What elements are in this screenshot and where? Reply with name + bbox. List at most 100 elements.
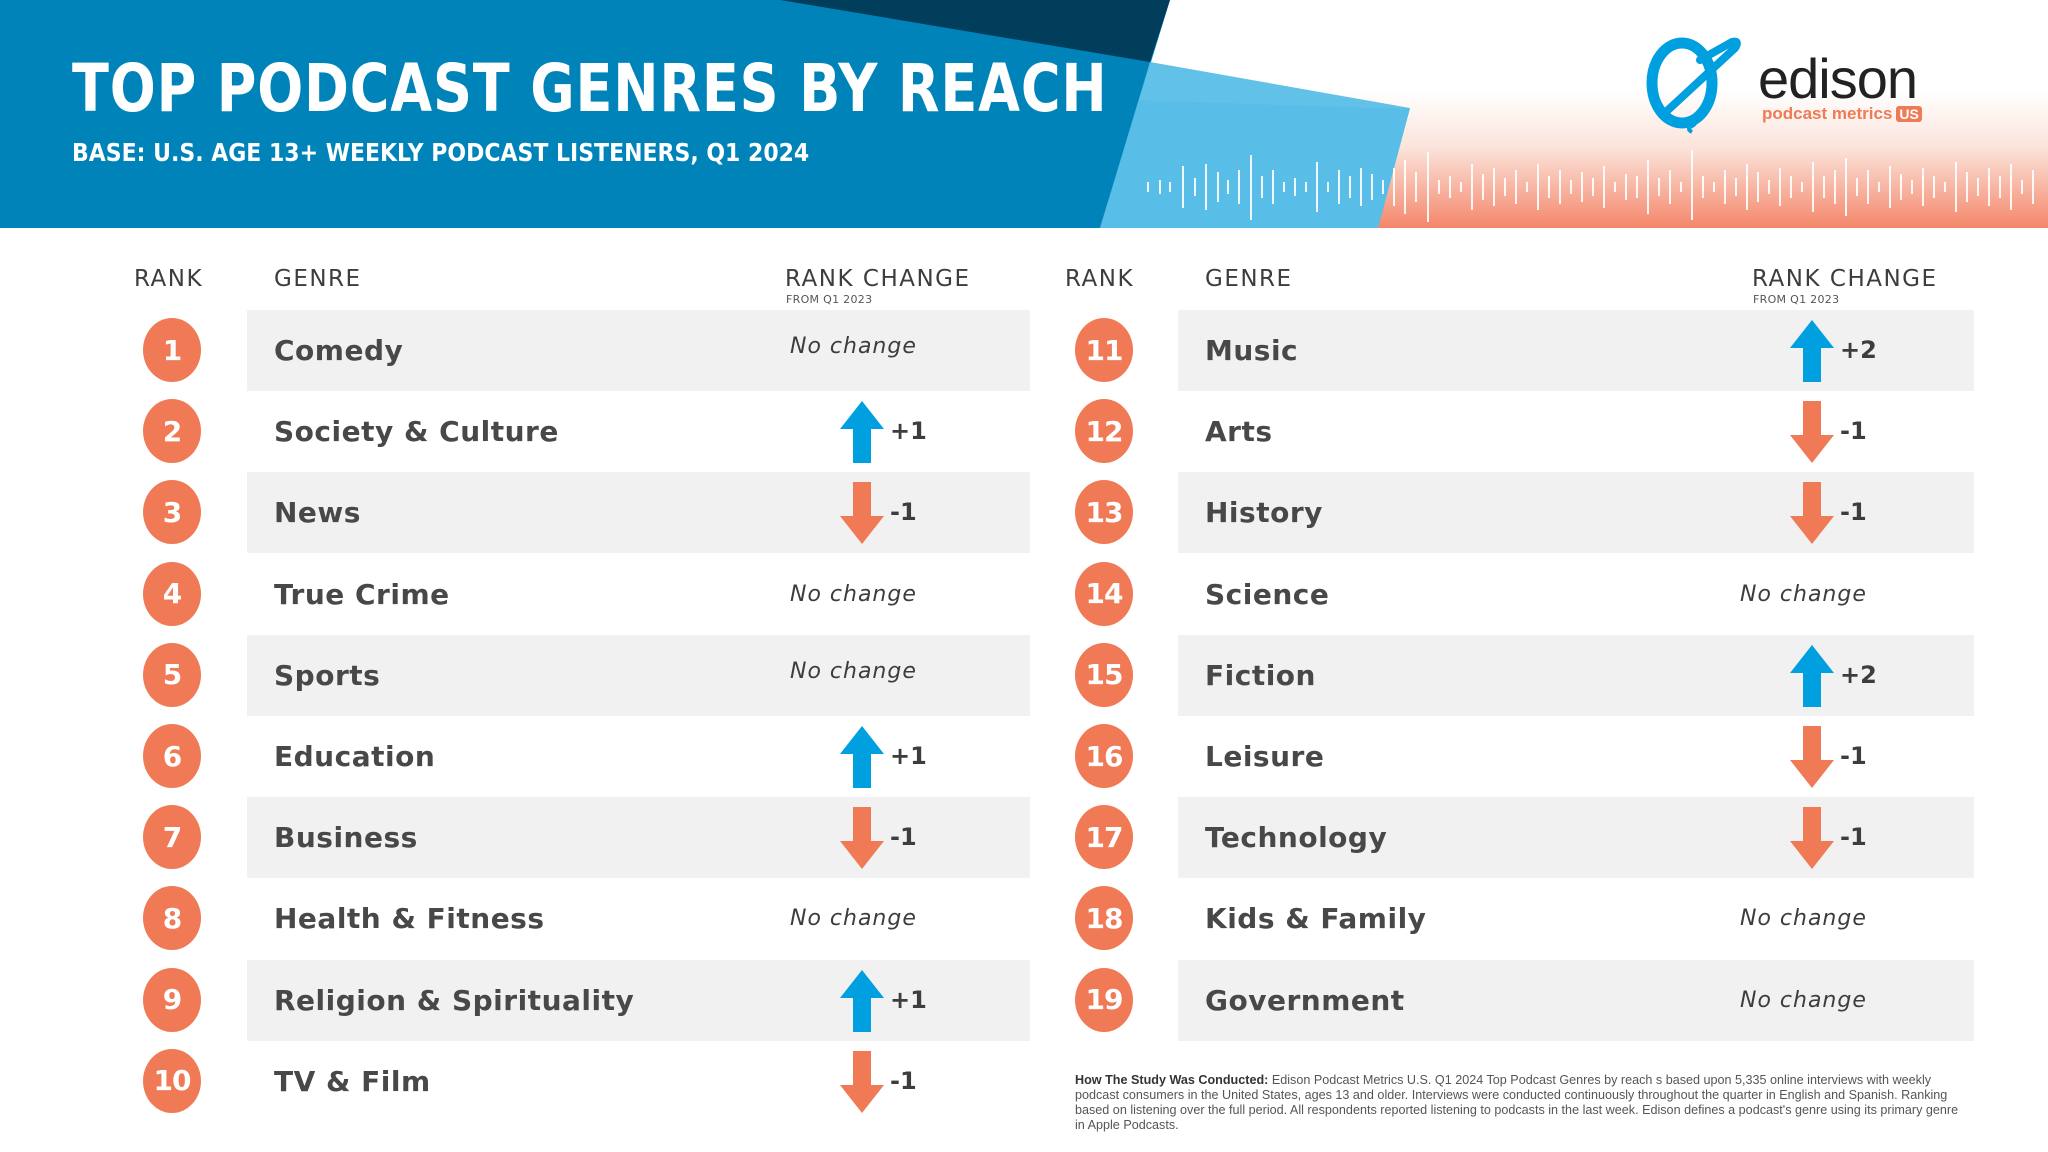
arrow-down-icon — [1790, 482, 1834, 545]
genre-name: Society & Culture — [274, 415, 559, 449]
rank-badge: 3 — [143, 480, 201, 545]
genre-name: Technology — [1205, 821, 1388, 855]
rank-change-value: +2 — [1840, 336, 1877, 364]
logo-badge: US — [1896, 106, 1922, 122]
arrow-up-icon — [840, 401, 884, 464]
rank-badge: 17 — [1075, 805, 1133, 870]
row-band — [1178, 310, 1974, 391]
rank-badge: 4 — [143, 561, 201, 626]
genre-name: Kids & Family — [1205, 902, 1427, 936]
genre-name: Fiction — [1205, 658, 1316, 692]
genre-name: Leisure — [1205, 740, 1325, 773]
logo-wordmark: edison — [1758, 47, 1918, 110]
header-shapes — [0, 0, 2034, 228]
rank-badge: 6 — [143, 724, 201, 788]
row-band — [247, 797, 1030, 879]
row-band — [1178, 959, 1974, 1041]
row-band — [1178, 797, 1974, 879]
genre-name: Health & Fitness — [274, 902, 545, 936]
table-row: 2 Society & Culture +1 — [0, 391, 2048, 472]
rank-badge: 10 — [143, 1048, 201, 1113]
rank-change-value: -1 — [890, 1066, 917, 1095]
row-band — [247, 634, 1030, 716]
right-rank-change-subheader: FROM Q1 2023 — [1753, 293, 1840, 306]
right-genre-header: GENRE — [1205, 266, 1293, 292]
table-row: 16 Leisure -1 — [0, 716, 2048, 797]
table-row: 17 Technology -1 — [0, 797, 2048, 879]
genre-name: Music — [1205, 334, 1299, 367]
genre-name: Arts — [1205, 415, 1273, 449]
arrow-up-icon — [1790, 320, 1834, 382]
row-band — [1178, 472, 1974, 554]
arrow-down-icon — [1790, 401, 1834, 464]
rank-badge: 13 — [1075, 480, 1133, 545]
table-row: 9 Religion & Spirituality +1 — [0, 959, 2048, 1041]
page-subtitle: BASE: U.S. AGE 13+ WEEKLY PODCAST LISTEN… — [72, 138, 810, 167]
genre-name: True Crime — [274, 577, 450, 611]
rank-badge: 15 — [1075, 642, 1133, 707]
methodology-footnote: How The Study Was Conducted: Edison Podc… — [1075, 1073, 1959, 1132]
table-row: 3 News -1 — [0, 472, 2048, 554]
left-rank-change-header: RANK CHANGE — [785, 266, 971, 292]
rank-badge: 14 — [1075, 561, 1133, 626]
genre-name: Sports — [274, 658, 381, 692]
row-band — [247, 310, 1030, 391]
arrow-up-icon — [840, 969, 884, 1032]
arrow-up-icon — [1790, 644, 1834, 707]
rank-change-none: No change — [790, 334, 917, 359]
arrow-down-icon — [1790, 726, 1834, 788]
table-row: 1 Comedy No change — [0, 310, 2048, 391]
rank-change-value: -1 — [890, 823, 917, 852]
table-row: 6 Education +1 — [0, 716, 2048, 797]
table-row: 18 Kids & Family No change — [0, 878, 2048, 959]
rank-change-value: +1 — [890, 985, 927, 1014]
rank-change-value: -1 — [1840, 417, 1867, 446]
rank-change-value: +1 — [890, 742, 927, 770]
arrow-down-icon — [1790, 807, 1834, 870]
rank-badge: 18 — [1075, 886, 1133, 951]
genre-name: News — [274, 496, 361, 530]
left-rank-header: RANK — [134, 266, 204, 292]
genre-name: Science — [1205, 577, 1330, 611]
genre-name: Education — [274, 740, 436, 773]
table-row: 19 Government No change — [0, 959, 2048, 1041]
row-band — [247, 959, 1030, 1041]
genre-name: Business — [274, 821, 418, 855]
header-banner: TOP PODCAST GENRES BY REACH BASE: U.S. A… — [0, 0, 2048, 228]
table-row: 10 TV & Film -1 — [0, 1041, 2048, 1122]
rank-change-none: No change — [790, 906, 917, 932]
edison-bulb-icon — [1646, 37, 1741, 134]
rank-badge: 9 — [143, 967, 201, 1032]
rank-badge: 19 — [1075, 967, 1133, 1032]
rank-change-none: No change — [1740, 906, 1867, 932]
table-row: 14 Science No change — [0, 554, 2048, 635]
edison-logo: edison podcast metrics US — [1640, 28, 1960, 138]
rank-change-value: -1 — [890, 498, 917, 527]
rank-badge: 2 — [143, 399, 201, 464]
rank-badge: 7 — [143, 805, 201, 870]
genre-name: Comedy — [274, 334, 404, 367]
table-row: 12 Arts -1 — [0, 391, 2048, 472]
genre-name: Religion & Spirituality — [274, 983, 635, 1017]
arrow-down-icon — [840, 807, 884, 870]
rank-badge: 12 — [1075, 399, 1133, 464]
logo-tagline: podcast metrics US — [1762, 104, 1922, 124]
left-genre-header: GENRE — [274, 266, 362, 292]
rank-badge: 5 — [143, 642, 201, 707]
row-band — [1178, 634, 1974, 716]
rank-change-none: No change — [1740, 987, 1867, 1013]
table-row: 15 Fiction +2 — [0, 634, 2048, 716]
rank-change-value: +2 — [1840, 660, 1877, 689]
rank-change-none: No change — [790, 581, 917, 607]
rank-badge: 1 — [143, 318, 201, 382]
table-row: 8 Health & Fitness No change — [0, 878, 2048, 959]
rank-badge: 11 — [1075, 318, 1133, 382]
left-rank-change-subheader: FROM Q1 2023 — [786, 293, 873, 306]
arrow-down-icon — [840, 482, 884, 545]
rank-change-none: No change — [790, 658, 917, 684]
rank-badge: 8 — [143, 886, 201, 951]
rank-change-value: -1 — [1840, 498, 1867, 527]
rank-change-value: -1 — [1840, 823, 1867, 852]
rank-change-value: -1 — [1840, 742, 1867, 770]
genre-name: History — [1205, 496, 1323, 530]
